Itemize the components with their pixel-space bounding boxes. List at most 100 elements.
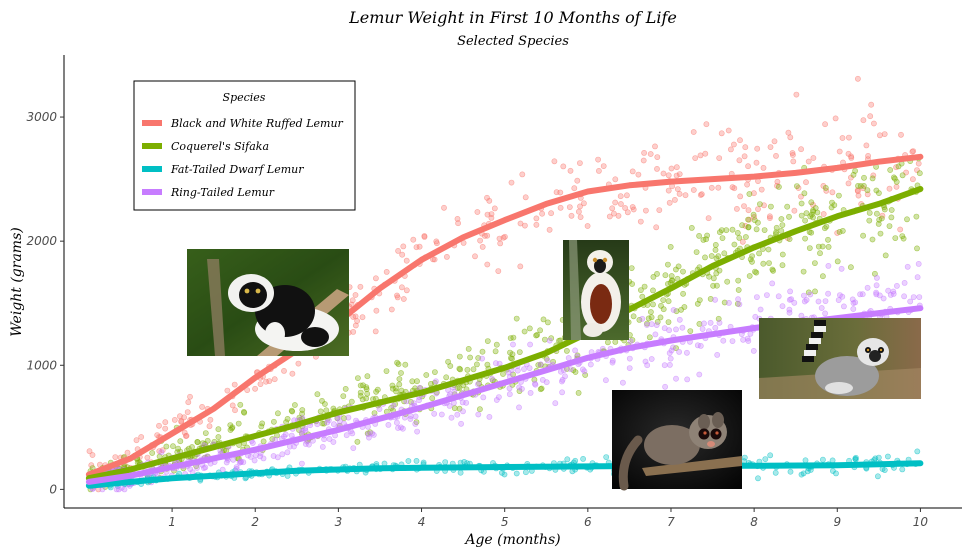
data-point (187, 393, 193, 400)
data-point (694, 300, 701, 307)
data-point (459, 399, 466, 406)
x-tick-label: 2 (251, 515, 259, 529)
data-point (412, 413, 419, 420)
data-point (603, 377, 609, 384)
data-point (885, 453, 891, 460)
data-point (454, 215, 461, 222)
data-point (753, 269, 760, 276)
data-point (279, 451, 286, 458)
data-point (474, 209, 481, 215)
data-point (806, 245, 813, 251)
data-point (878, 215, 885, 222)
data-point (484, 361, 491, 368)
data-point (877, 132, 883, 139)
data-point (845, 150, 852, 157)
data-point (448, 414, 455, 421)
data-point (787, 468, 794, 475)
data-point (600, 163, 607, 169)
data-point (913, 213, 920, 220)
data-point (825, 236, 831, 243)
data-point (488, 211, 495, 217)
data-point (875, 473, 881, 480)
data-point (865, 152, 871, 159)
legend: Species Black and White Ruffed Lemur Coqu… (133, 80, 356, 211)
data-point (801, 292, 807, 299)
data-point (766, 260, 772, 266)
data-point (740, 336, 746, 343)
data-point (605, 339, 611, 346)
data-point (281, 367, 287, 374)
data-point (914, 448, 921, 455)
data-point (319, 420, 326, 427)
data-point (810, 155, 817, 161)
data-point (513, 470, 520, 477)
data-point (650, 287, 656, 294)
data-point (654, 318, 661, 325)
data-point (762, 456, 769, 462)
data-point (786, 309, 793, 316)
data-point (206, 423, 213, 430)
data-point (660, 170, 667, 177)
data-point (359, 314, 366, 321)
data-point (805, 158, 812, 165)
data-point (626, 365, 633, 371)
data-point (895, 163, 902, 170)
chart-subtitle: Selected Species (457, 34, 569, 49)
data-point (321, 436, 327, 443)
data-point (456, 365, 463, 372)
data-point (603, 454, 610, 460)
data-point (749, 253, 755, 259)
data-point (825, 290, 831, 297)
data-point (479, 243, 486, 250)
data-point (749, 258, 755, 265)
data-point (712, 324, 719, 331)
data-point (133, 437, 140, 444)
data-point (674, 186, 681, 192)
data-point (716, 155, 723, 161)
data-point (476, 406, 483, 413)
data-point (314, 391, 321, 398)
data-point (728, 146, 734, 153)
data-point (825, 262, 832, 269)
data-point (744, 181, 750, 188)
data-point (176, 413, 183, 420)
data-point (475, 381, 481, 388)
data-point (798, 146, 804, 153)
data-point (630, 313, 637, 320)
data-point (869, 236, 876, 243)
data-point (446, 402, 453, 409)
data-point (433, 240, 440, 247)
data-point (832, 115, 839, 122)
data-point (859, 291, 866, 298)
data-point (571, 185, 578, 192)
data-point (431, 410, 438, 417)
data-point (319, 443, 326, 450)
data-point (372, 328, 379, 335)
data-point (177, 438, 184, 445)
data-point (295, 360, 302, 367)
data-point (506, 391, 513, 398)
data-point (765, 246, 772, 253)
data-point (850, 171, 857, 178)
data-point (314, 421, 321, 428)
data-point (200, 465, 207, 471)
data-point (576, 208, 582, 215)
data-point (904, 263, 911, 270)
data-point (236, 459, 243, 466)
data-point (886, 185, 893, 192)
data-point (803, 179, 809, 186)
dwarf-lemur-photo (612, 390, 742, 491)
data-point (521, 328, 528, 335)
data-point (407, 416, 414, 422)
data-point (699, 326, 706, 332)
data-point (564, 347, 570, 354)
data-point (745, 216, 751, 223)
data-point (888, 214, 895, 221)
data-point (652, 143, 658, 150)
data-point (642, 358, 649, 365)
data-point (240, 408, 247, 415)
data-point (786, 296, 793, 303)
data-point (868, 101, 875, 108)
data-point (627, 338, 634, 345)
data-point (606, 213, 613, 220)
